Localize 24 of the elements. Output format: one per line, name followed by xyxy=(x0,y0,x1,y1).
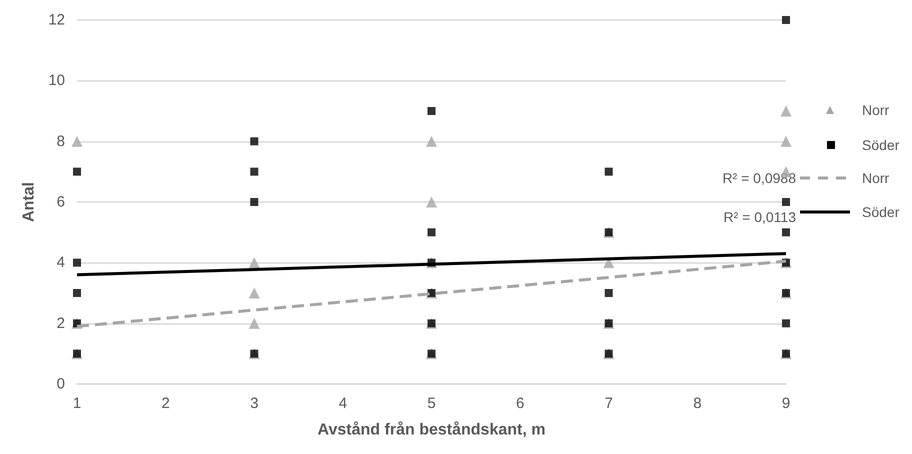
y-tick-label: 0 xyxy=(56,376,65,392)
annotation: R² = 0,0988 xyxy=(722,170,796,186)
x-tick-label: 4 xyxy=(338,395,348,412)
y-tick-label: 4 xyxy=(56,254,65,272)
x-tick-label: 9 xyxy=(782,395,790,412)
x-tick-label: 1 xyxy=(72,395,82,412)
x-tick-label: 8 xyxy=(693,395,702,412)
x-tick-label: 6 xyxy=(516,395,524,412)
x-tick-label: 3 xyxy=(250,395,258,412)
y-tick-label: 12 xyxy=(48,12,65,28)
x-tick-label: 7 xyxy=(604,395,613,412)
legend-label: Norr xyxy=(862,170,890,186)
x-tick-label: 5 xyxy=(427,395,436,412)
legend-label: Norr xyxy=(862,102,890,118)
legend-label: Söder xyxy=(862,137,900,153)
y-tick-label: 8 xyxy=(56,132,65,150)
y-tick-label: 2 xyxy=(56,314,65,332)
legend-label: Söder xyxy=(862,204,900,220)
y-axis-title: Antal xyxy=(20,182,38,222)
annotation: R² = 0,0113 xyxy=(723,209,796,225)
x-tick-label: 2 xyxy=(161,395,170,412)
y-tick-label: 10 xyxy=(48,72,65,90)
x-axis-title: Avstånd från beståndskant, m xyxy=(318,420,546,438)
y-tick-label: 6 xyxy=(56,194,65,210)
